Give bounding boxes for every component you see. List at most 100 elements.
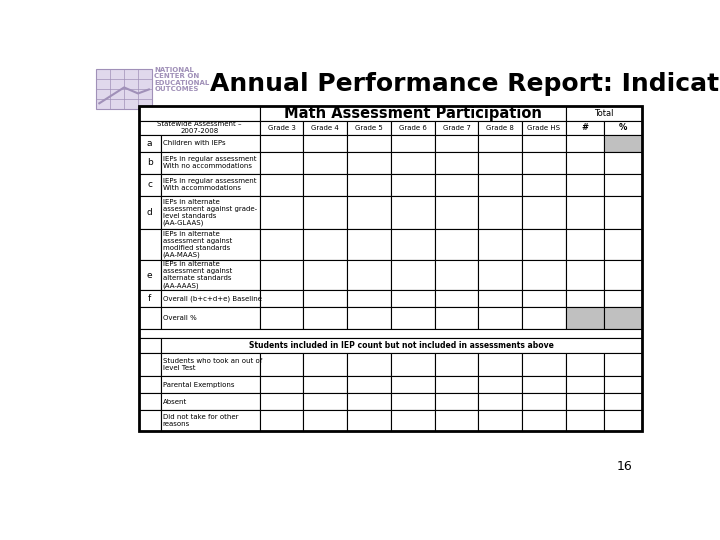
Bar: [478, 135, 522, 152]
Bar: [139, 135, 161, 152]
Bar: [161, 307, 260, 329]
Bar: [522, 291, 566, 307]
Text: Statewide Assessment –
2007-2008: Statewide Assessment – 2007-2008: [157, 122, 241, 134]
Bar: [566, 230, 604, 260]
Text: Absent: Absent: [163, 399, 187, 405]
Bar: [391, 121, 435, 135]
Text: Parental Exemptions: Parental Exemptions: [163, 382, 234, 388]
Bar: [566, 174, 604, 195]
Bar: [391, 376, 435, 393]
Text: Grade 4: Grade 4: [312, 125, 339, 131]
Bar: [391, 260, 435, 291]
Bar: [604, 152, 642, 174]
Bar: [161, 195, 260, 230]
Text: e: e: [147, 271, 153, 280]
Bar: [391, 230, 435, 260]
Bar: [260, 135, 303, 152]
Bar: [435, 393, 478, 410]
Bar: [139, 353, 161, 376]
Bar: [303, 307, 347, 329]
Bar: [566, 121, 604, 135]
Bar: [347, 291, 391, 307]
Text: Children with IEPs: Children with IEPs: [163, 140, 225, 146]
Text: c: c: [147, 180, 152, 189]
Bar: [260, 353, 303, 376]
Bar: [391, 174, 435, 195]
Bar: [139, 106, 260, 121]
Text: #: #: [581, 124, 588, 132]
Bar: [303, 135, 347, 152]
Bar: [391, 291, 435, 307]
Bar: [478, 174, 522, 195]
Bar: [604, 307, 642, 329]
Text: Students who took an out of
level Test: Students who took an out of level Test: [163, 358, 262, 371]
Bar: [604, 135, 642, 152]
Bar: [161, 353, 260, 376]
Bar: [260, 106, 566, 121]
Bar: [522, 230, 566, 260]
Bar: [139, 393, 161, 410]
Text: Grade 8: Grade 8: [486, 125, 514, 131]
Bar: [566, 135, 604, 152]
Text: IEPs in alternate
assessment against
modified standards
(AA-MAAS): IEPs in alternate assessment against mod…: [163, 231, 232, 259]
Bar: [522, 393, 566, 410]
Bar: [435, 135, 478, 152]
Bar: [522, 121, 566, 135]
Bar: [391, 393, 435, 410]
Bar: [435, 260, 478, 291]
Bar: [522, 376, 566, 393]
Bar: [347, 135, 391, 152]
Bar: [435, 376, 478, 393]
Text: Grade 5: Grade 5: [355, 125, 383, 131]
Bar: [139, 376, 161, 393]
Bar: [604, 260, 642, 291]
Bar: [260, 376, 303, 393]
Bar: [303, 291, 347, 307]
Bar: [347, 174, 391, 195]
Bar: [604, 121, 642, 135]
Text: Overall (b+c+d+e) Baseline: Overall (b+c+d+e) Baseline: [163, 295, 262, 302]
Bar: [347, 410, 391, 430]
Bar: [303, 195, 347, 230]
Bar: [478, 230, 522, 260]
Bar: [260, 152, 303, 174]
Bar: [139, 152, 161, 174]
Text: IEPs in regular assessment
With accommodations: IEPs in regular assessment With accommod…: [163, 178, 256, 191]
Bar: [260, 121, 303, 135]
Text: OUTCOMES: OUTCOMES: [154, 86, 199, 92]
Bar: [478, 260, 522, 291]
Bar: [604, 174, 642, 195]
Bar: [260, 410, 303, 430]
Bar: [391, 135, 435, 152]
Text: Annual Performance Report: Indicator 3: Annual Performance Report: Indicator 3: [210, 72, 720, 96]
Bar: [435, 291, 478, 307]
Bar: [347, 152, 391, 174]
Bar: [435, 152, 478, 174]
Bar: [522, 152, 566, 174]
Text: f: f: [148, 294, 151, 303]
Bar: [260, 291, 303, 307]
Text: a: a: [147, 139, 153, 148]
Text: Grade 7: Grade 7: [443, 125, 470, 131]
Bar: [604, 291, 642, 307]
Bar: [347, 260, 391, 291]
Bar: [566, 353, 604, 376]
Bar: [522, 353, 566, 376]
Bar: [435, 410, 478, 430]
Text: 16: 16: [617, 460, 632, 473]
Bar: [260, 393, 303, 410]
Text: Total: Total: [594, 109, 613, 118]
Bar: [347, 376, 391, 393]
Bar: [139, 291, 161, 307]
Bar: [139, 307, 161, 329]
Bar: [478, 195, 522, 230]
Bar: [478, 152, 522, 174]
Bar: [161, 338, 642, 353]
Text: d: d: [147, 208, 153, 217]
Bar: [522, 410, 566, 430]
Bar: [604, 353, 642, 376]
Bar: [347, 230, 391, 260]
Bar: [347, 393, 391, 410]
Bar: [303, 410, 347, 430]
Bar: [522, 307, 566, 329]
